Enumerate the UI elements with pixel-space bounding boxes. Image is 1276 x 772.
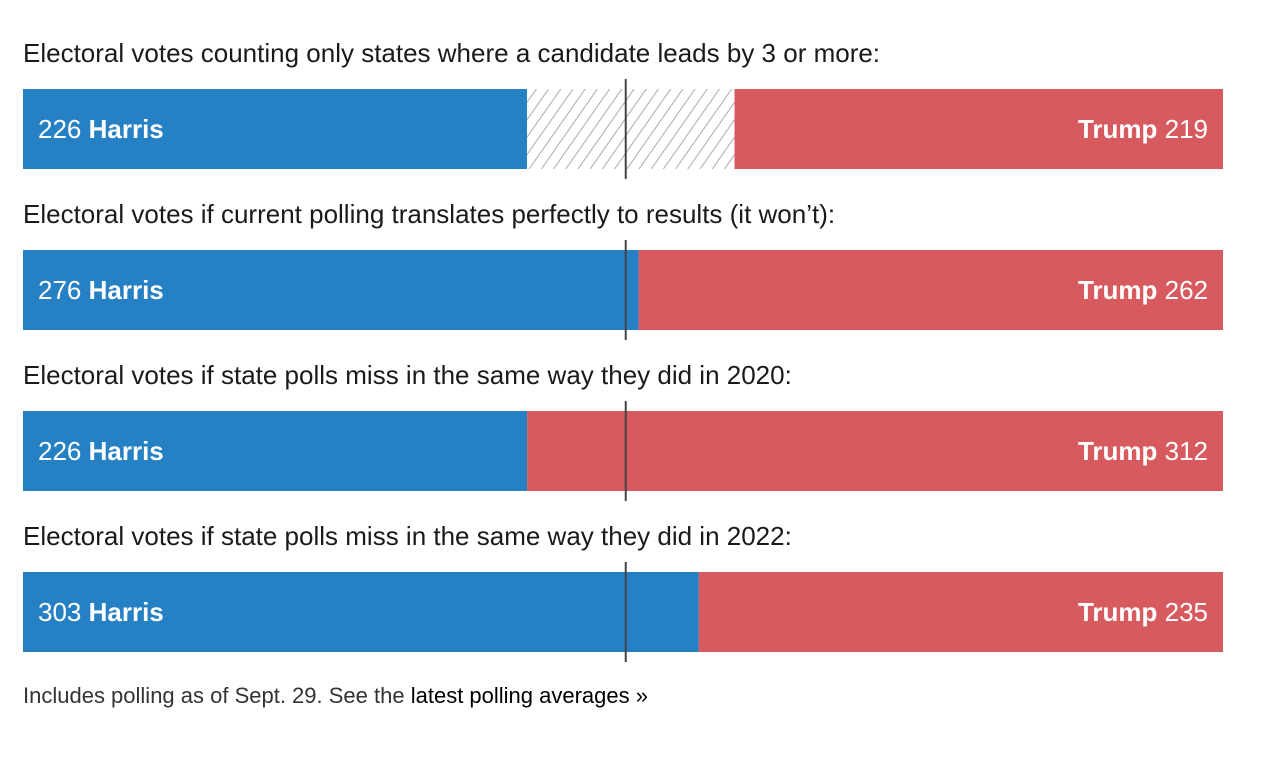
bar-svg: 226 Harris Trump 219 xyxy=(23,79,1223,179)
trump-label: Trump 219 xyxy=(1078,114,1208,144)
harris-label: 303 Harris xyxy=(38,597,164,627)
harris-name: Harris xyxy=(89,114,164,144)
trump-name: Trump xyxy=(1078,114,1157,144)
harris-bar xyxy=(23,411,528,491)
trump-bar xyxy=(527,411,1223,491)
footnote: Includes polling as of Sept. 29. See the… xyxy=(23,683,648,709)
trump-label: Trump 262 xyxy=(1078,275,1208,305)
harris-label: 226 Harris xyxy=(38,114,164,144)
trump-name: Trump xyxy=(1078,436,1157,466)
trump-bar xyxy=(734,89,1223,169)
row-title: Electoral votes if state polls miss in t… xyxy=(23,521,792,551)
trump-name: Trump xyxy=(1078,275,1157,305)
trump-bar xyxy=(698,572,1223,652)
trump-value: 262 xyxy=(1157,275,1208,305)
latest-polling-averages-link[interactable]: latest polling averages » xyxy=(410,683,648,708)
harris-bar xyxy=(23,89,528,169)
harris-bar xyxy=(23,250,639,330)
footnote-text: Includes polling as of Sept. 29. See the xyxy=(23,683,411,708)
harris-label: 226 Harris xyxy=(38,436,164,466)
harris-value: 226 xyxy=(38,436,89,466)
row-title: Electoral votes if current polling trans… xyxy=(23,199,836,229)
trump-value: 235 xyxy=(1157,597,1208,627)
trump-name: Trump xyxy=(1078,597,1157,627)
row-title: Electoral votes if state polls miss in t… xyxy=(23,360,792,390)
trump-label: Trump 235 xyxy=(1078,597,1208,627)
bar-container: 226 Harris Trump 312 xyxy=(23,401,1223,501)
bar-container: 226 Harris Trump 219 xyxy=(23,79,1223,179)
harris-bar xyxy=(23,572,699,652)
trump-label: Trump 312 xyxy=(1078,436,1208,466)
trump-value: 219 xyxy=(1157,114,1208,144)
tossup-bar xyxy=(527,89,735,169)
harris-value: 226 xyxy=(38,114,89,144)
harris-value: 276 xyxy=(38,275,89,305)
row-title: Electoral votes counting only states whe… xyxy=(23,38,881,68)
harris-name: Harris xyxy=(89,275,164,305)
bar-svg: 303 Harris Trump 235 xyxy=(23,562,1223,662)
bar-svg: 276 Harris Trump 262 xyxy=(23,240,1223,340)
harris-value: 303 xyxy=(38,597,89,627)
harris-name: Harris xyxy=(89,436,164,466)
harris-label: 276 Harris xyxy=(38,275,164,305)
trump-bar xyxy=(638,250,1223,330)
bar-svg: 226 Harris Trump 312 xyxy=(23,401,1223,501)
bar-container: 303 Harris Trump 235 xyxy=(23,562,1223,662)
bar-container: 276 Harris Trump 262 xyxy=(23,240,1223,340)
harris-name: Harris xyxy=(89,597,164,627)
trump-value: 312 xyxy=(1157,436,1208,466)
